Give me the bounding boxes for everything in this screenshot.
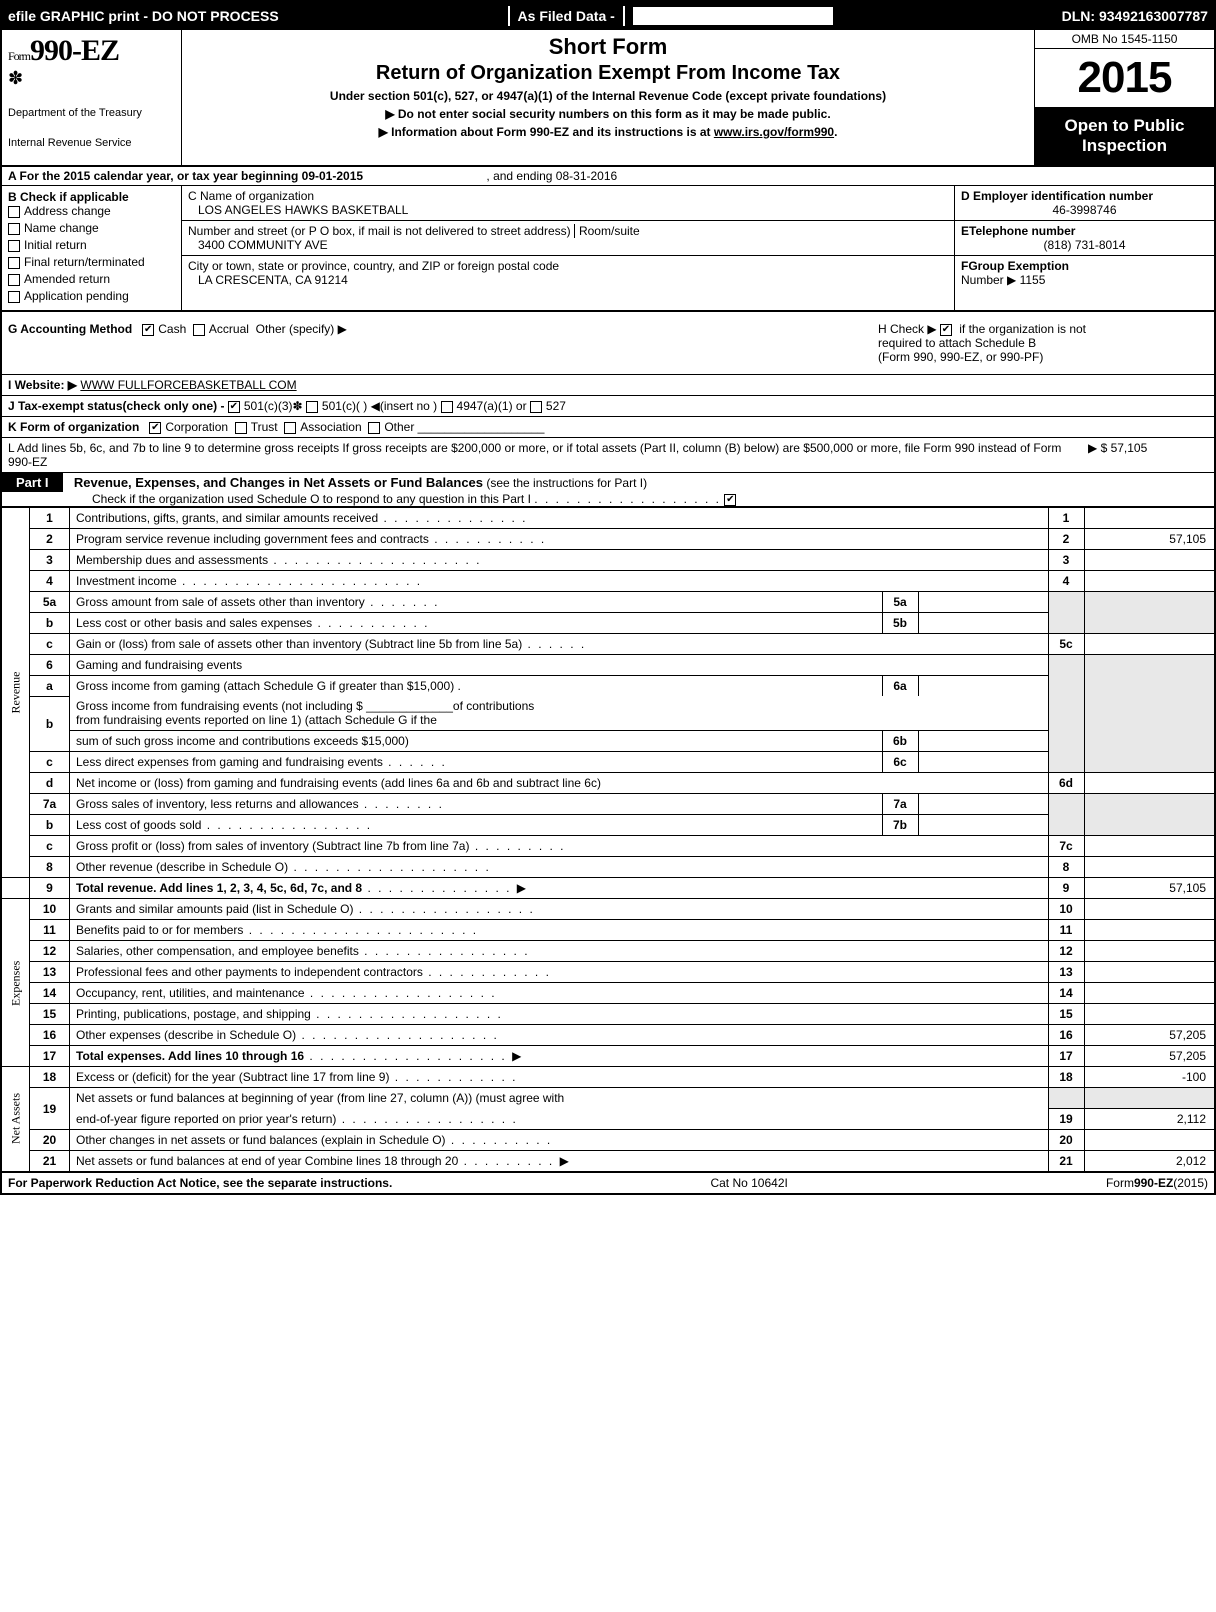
note-ssn: ▶ Do not enter social security numbers o…: [190, 107, 1026, 121]
expenses-label: Expenses: [2, 899, 30, 1067]
footer: For Paperwork Reduction Act Notice, see …: [2, 1171, 1214, 1193]
amt-4: [1084, 570, 1214, 591]
cb-schedule-o[interactable]: ✔: [724, 494, 736, 506]
cb-527[interactable]: [530, 401, 542, 413]
part1-header: Part I Revenue, Expenses, and Changes in…: [2, 473, 1214, 507]
boxes-bcdef: B Check if applicable Address change Nam…: [2, 186, 1214, 312]
title-return: Return of Organization Exempt From Incom…: [190, 62, 1026, 85]
footer-left: For Paperwork Reduction Act Notice, see …: [8, 1176, 392, 1190]
amt-12: [1084, 941, 1214, 962]
amt-20: [1084, 1129, 1214, 1150]
l-gross-receipts: L Add lines 5b, 6c, and 7b to line 9 to …: [2, 438, 1214, 473]
omb-number: OMB No 1545-1150: [1035, 30, 1214, 49]
topbar-blank: [633, 7, 833, 25]
column-d: D Employer identification number 46-3998…: [954, 186, 1214, 310]
amt-21: 2,012: [1084, 1150, 1214, 1171]
cb-cash[interactable]: ✔: [142, 324, 154, 336]
cb-amended-return[interactable]: Amended return: [8, 272, 175, 286]
form-page: efile GRAPHIC print - DO NOT PROCESS As …: [0, 0, 1216, 1195]
topbar-center: As Filed Data -: [508, 6, 625, 26]
subtitle: Under section 501(c), 527, or 4947(a)(1)…: [190, 89, 1026, 103]
tax-year: 2015: [1035, 49, 1214, 108]
amt-2: 57,105: [1084, 528, 1214, 549]
ein: 46-3998746: [961, 203, 1208, 217]
amt-7c: [1084, 836, 1214, 857]
cb-501c[interactable]: [306, 401, 318, 413]
cb-4947[interactable]: [441, 401, 453, 413]
cb-501c3[interactable]: ✔: [228, 401, 240, 413]
top-bar: efile GRAPHIC print - DO NOT PROCESS As …: [2, 2, 1214, 30]
org-address: 3400 COMMUNITY AVE: [188, 238, 948, 252]
amt-1: [1084, 507, 1214, 528]
cb-accrual[interactable]: [193, 324, 205, 336]
amt-9: 57,105: [1084, 878, 1214, 899]
cb-other[interactable]: [368, 422, 380, 434]
row-g-h: G Accounting Method ✔Cash Accrual Other …: [2, 312, 1214, 375]
l-amount: ▶ $ 57,105: [1088, 441, 1208, 469]
dept-treasury: Department of the Treasury: [8, 107, 175, 119]
topbar-left: efile GRAPHIC print - DO NOT PROCESS: [8, 8, 279, 24]
cb-address-change[interactable]: Address change: [8, 204, 175, 218]
row-a-tax-year: A For the 2015 calendar year, or tax yea…: [2, 167, 1214, 186]
amt-10: [1084, 899, 1214, 920]
amt-3: [1084, 549, 1214, 570]
amt-14: [1084, 983, 1214, 1004]
amt-11: [1084, 920, 1214, 941]
b-label: B Check if applicable: [8, 190, 129, 204]
website-value: WWW FULLFORCEBASKETBALL COM: [80, 378, 296, 392]
amt-5c: [1084, 633, 1214, 654]
j-tax-exempt: J Tax-exempt status(check only one) - ✔5…: [2, 396, 1214, 417]
telephone: (818) 731-8014: [961, 238, 1208, 252]
form-header: Form990-EZ ✽ Department of the Treasury …: [2, 30, 1214, 167]
column-b: B Check if applicable Address change Nam…: [2, 186, 182, 310]
d-ein-block: D Employer identification number 46-3998…: [955, 186, 1214, 221]
cb-h-not-required[interactable]: ✔: [940, 324, 952, 336]
irs-link[interactable]: www.irs.gov/form990: [714, 125, 834, 139]
amt-17: 57,205: [1084, 1046, 1214, 1067]
d-grp-block: FGroup Exemption Number ▶ 1155: [955, 256, 1214, 290]
form-number: Form990-EZ: [8, 34, 175, 68]
org-city: LA CRESCENTA, CA 91214: [188, 273, 948, 287]
amt-6d: [1084, 773, 1214, 794]
cb-application-pending[interactable]: Application pending: [8, 289, 175, 303]
header-center: Short Form Return of Organization Exempt…: [182, 30, 1034, 165]
c-name-block: C Name of organization LOS ANGELES HAWKS…: [182, 186, 954, 221]
amt-8: [1084, 857, 1214, 878]
column-c: C Name of organization LOS ANGELES HAWKS…: [182, 186, 954, 310]
cb-corporation[interactable]: ✔: [149, 422, 161, 434]
footer-right: FormForm990-EZ(2015)990-EZ(2015): [1106, 1176, 1208, 1190]
cb-initial-return[interactable]: Initial return: [8, 238, 175, 252]
amt-19: 2,112: [1084, 1108, 1214, 1129]
amt-13: [1084, 962, 1214, 983]
footer-center: Cat No 10642I: [710, 1176, 787, 1190]
g-accounting: G Accounting Method ✔Cash Accrual Other …: [8, 322, 347, 364]
topbar-right: DLN: 93492163007787: [1062, 8, 1208, 24]
amt-18: -100: [1084, 1067, 1214, 1088]
header-left: Form990-EZ ✽ Department of the Treasury …: [2, 30, 182, 165]
header-right: OMB No 1545-1150 2015 Open to Public Ins…: [1034, 30, 1214, 165]
org-name: LOS ANGELES HAWKS BASKETBALL: [188, 203, 948, 217]
h-check: H Check ▶ ✔ if the organization is not r…: [878, 322, 1208, 364]
money-table: Revenue 1 Contributions, gifts, grants, …: [2, 507, 1214, 1171]
dept-irs: Internal Revenue Service: [8, 137, 175, 149]
group-exemption: 1155: [1020, 273, 1046, 287]
k-form-org: K Form of organization ✔Corporation Trus…: [2, 417, 1214, 438]
note-info: ▶ Information about Form 990-EZ and its …: [190, 125, 1026, 139]
amt-15: [1084, 1004, 1214, 1025]
cb-trust[interactable]: [235, 422, 247, 434]
c-addr-block: Number and street (or P O box, if mail i…: [182, 221, 954, 256]
d-tel-block: ETelephone number (818) 731-8014: [955, 221, 1214, 256]
netassets-label: Net Assets: [2, 1067, 30, 1171]
i-website: I Website: ▶ WWW FULLFORCEBASKETBALL COM: [2, 375, 1214, 396]
cb-final-return[interactable]: Final return/terminated: [8, 255, 175, 269]
open-to-public: Open to Public Inspection: [1035, 108, 1214, 165]
amt-16: 57,205: [1084, 1025, 1214, 1046]
c-city-block: City or town, state or province, country…: [182, 256, 954, 290]
title-short-form: Short Form: [190, 34, 1026, 60]
revenue-label: Revenue: [2, 507, 30, 878]
cb-association[interactable]: [284, 422, 296, 434]
cb-name-change[interactable]: Name change: [8, 221, 175, 235]
